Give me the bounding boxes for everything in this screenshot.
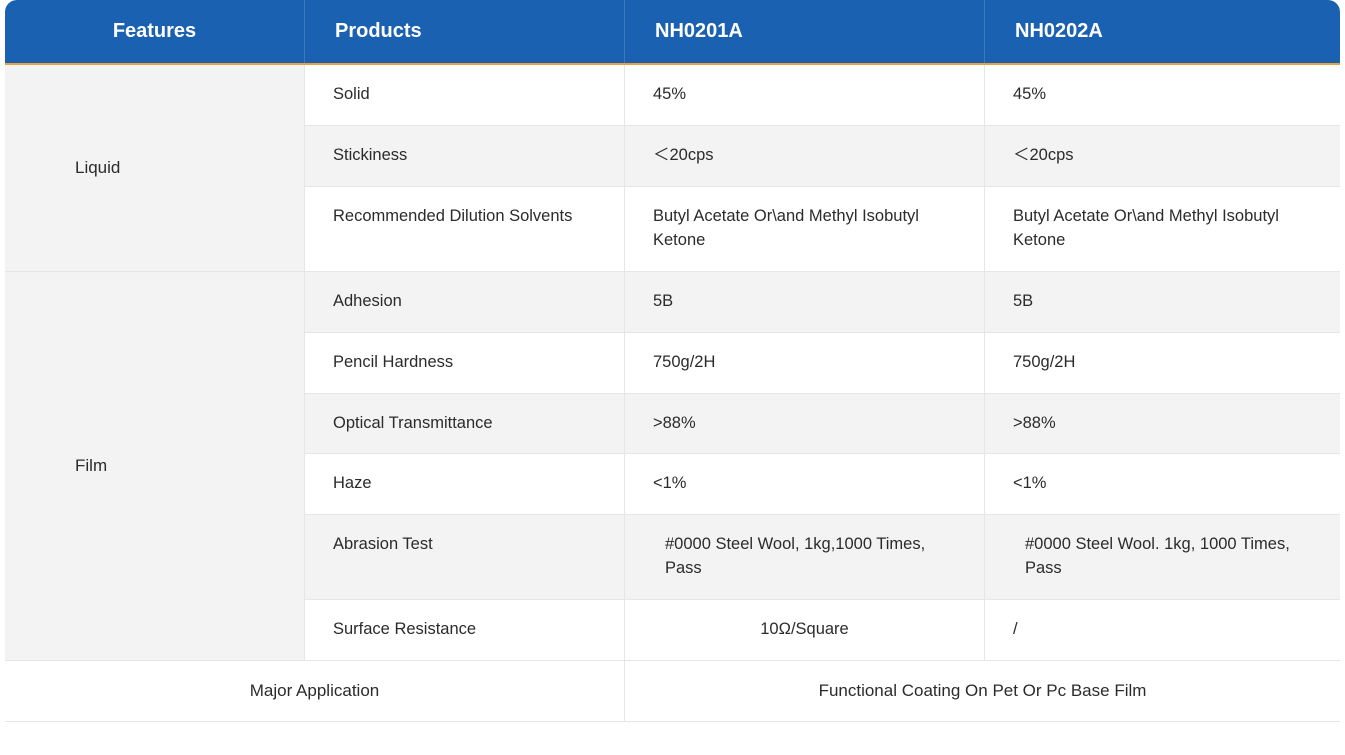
header-features: Features — [5, 0, 305, 63]
property-name: Haze — [305, 454, 625, 514]
feature-label: Liquid — [5, 65, 305, 271]
table-row: Stickiness＜20cps＜20cps — [305, 126, 1340, 187]
value-col-b: / — [985, 600, 1340, 660]
product-spec-table: Features Products NH0201A NH0202A Liquid… — [5, 0, 1340, 722]
table-row: Surface Resistance10Ω/Square/ — [305, 600, 1340, 660]
value-col-b: 45% — [985, 65, 1340, 125]
footer-major-application-label: Major Application — [5, 661, 625, 721]
value-col-a: 45% — [625, 65, 985, 125]
table-row: Recommended Dilution SolventsButyl Aceta… — [305, 187, 1340, 271]
table-row: Solid45%45% — [305, 65, 1340, 126]
table-row: Adhesion5B5B — [305, 272, 1340, 333]
feature-group: FilmAdhesion5B5BPencil Hardness750g/2H75… — [5, 272, 1340, 661]
rows-group: Solid45%45%Stickiness＜20cps＜20cpsRecomme… — [305, 65, 1340, 271]
value-col-b: >88% — [985, 394, 1340, 454]
value-col-b: ＜20cps — [985, 126, 1340, 186]
value-col-b: <1% — [985, 454, 1340, 514]
value-col-a: #0000 Steel Wool, 1kg,1000 Times, Pass — [625, 515, 985, 599]
property-name: Recommended Dilution Solvents — [305, 187, 625, 271]
rows-group: Adhesion5B5BPencil Hardness750g/2H750g/2… — [305, 272, 1340, 660]
table-row: Abrasion Test#0000 Steel Wool, 1kg,1000 … — [305, 515, 1340, 600]
value-col-b: Butyl Acetate Or\and Methyl Isobutyl Ket… — [985, 187, 1340, 271]
value-col-b: #0000 Steel Wool. 1kg, 1000 Times, Pass — [985, 515, 1340, 599]
value-col-a: 5B — [625, 272, 985, 332]
value-col-a: <1% — [625, 454, 985, 514]
header-col-b: NH0202A — [985, 0, 1340, 63]
value-col-a: >88% — [625, 394, 985, 454]
property-name: Surface Resistance — [305, 600, 625, 660]
value-col-b: 750g/2H — [985, 333, 1340, 393]
value-col-a: ＜20cps — [625, 126, 985, 186]
feature-group: LiquidSolid45%45%Stickiness＜20cps＜20cpsR… — [5, 65, 1340, 272]
feature-label: Film — [5, 272, 305, 660]
header-products: Products — [305, 0, 625, 63]
value-col-a: Butyl Acetate Or\and Methyl Isobutyl Ket… — [625, 187, 985, 271]
value-col-b: 5B — [985, 272, 1340, 332]
property-name: Stickiness — [305, 126, 625, 186]
property-name: Solid — [305, 65, 625, 125]
table-row: Pencil Hardness750g/2H750g/2H — [305, 333, 1340, 394]
property-name: Pencil Hardness — [305, 333, 625, 393]
property-name: Adhesion — [305, 272, 625, 332]
table-footer-row: Major Application Functional Coating On … — [5, 661, 1340, 722]
table-row: Haze<1%<1% — [305, 454, 1340, 515]
property-name: Optical Transmittance — [305, 394, 625, 454]
table-body: LiquidSolid45%45%Stickiness＜20cps＜20cpsR… — [5, 65, 1340, 661]
table-header-row: Features Products NH0201A NH0202A — [5, 0, 1340, 65]
value-col-a: 10Ω/Square — [625, 600, 985, 660]
value-col-a: 750g/2H — [625, 333, 985, 393]
property-name: Abrasion Test — [305, 515, 625, 599]
header-col-a: NH0201A — [625, 0, 985, 63]
table-row: Optical Transmittance>88%>88% — [305, 394, 1340, 455]
footer-major-application-value: Functional Coating On Pet Or Pc Base Fil… — [625, 661, 1340, 721]
